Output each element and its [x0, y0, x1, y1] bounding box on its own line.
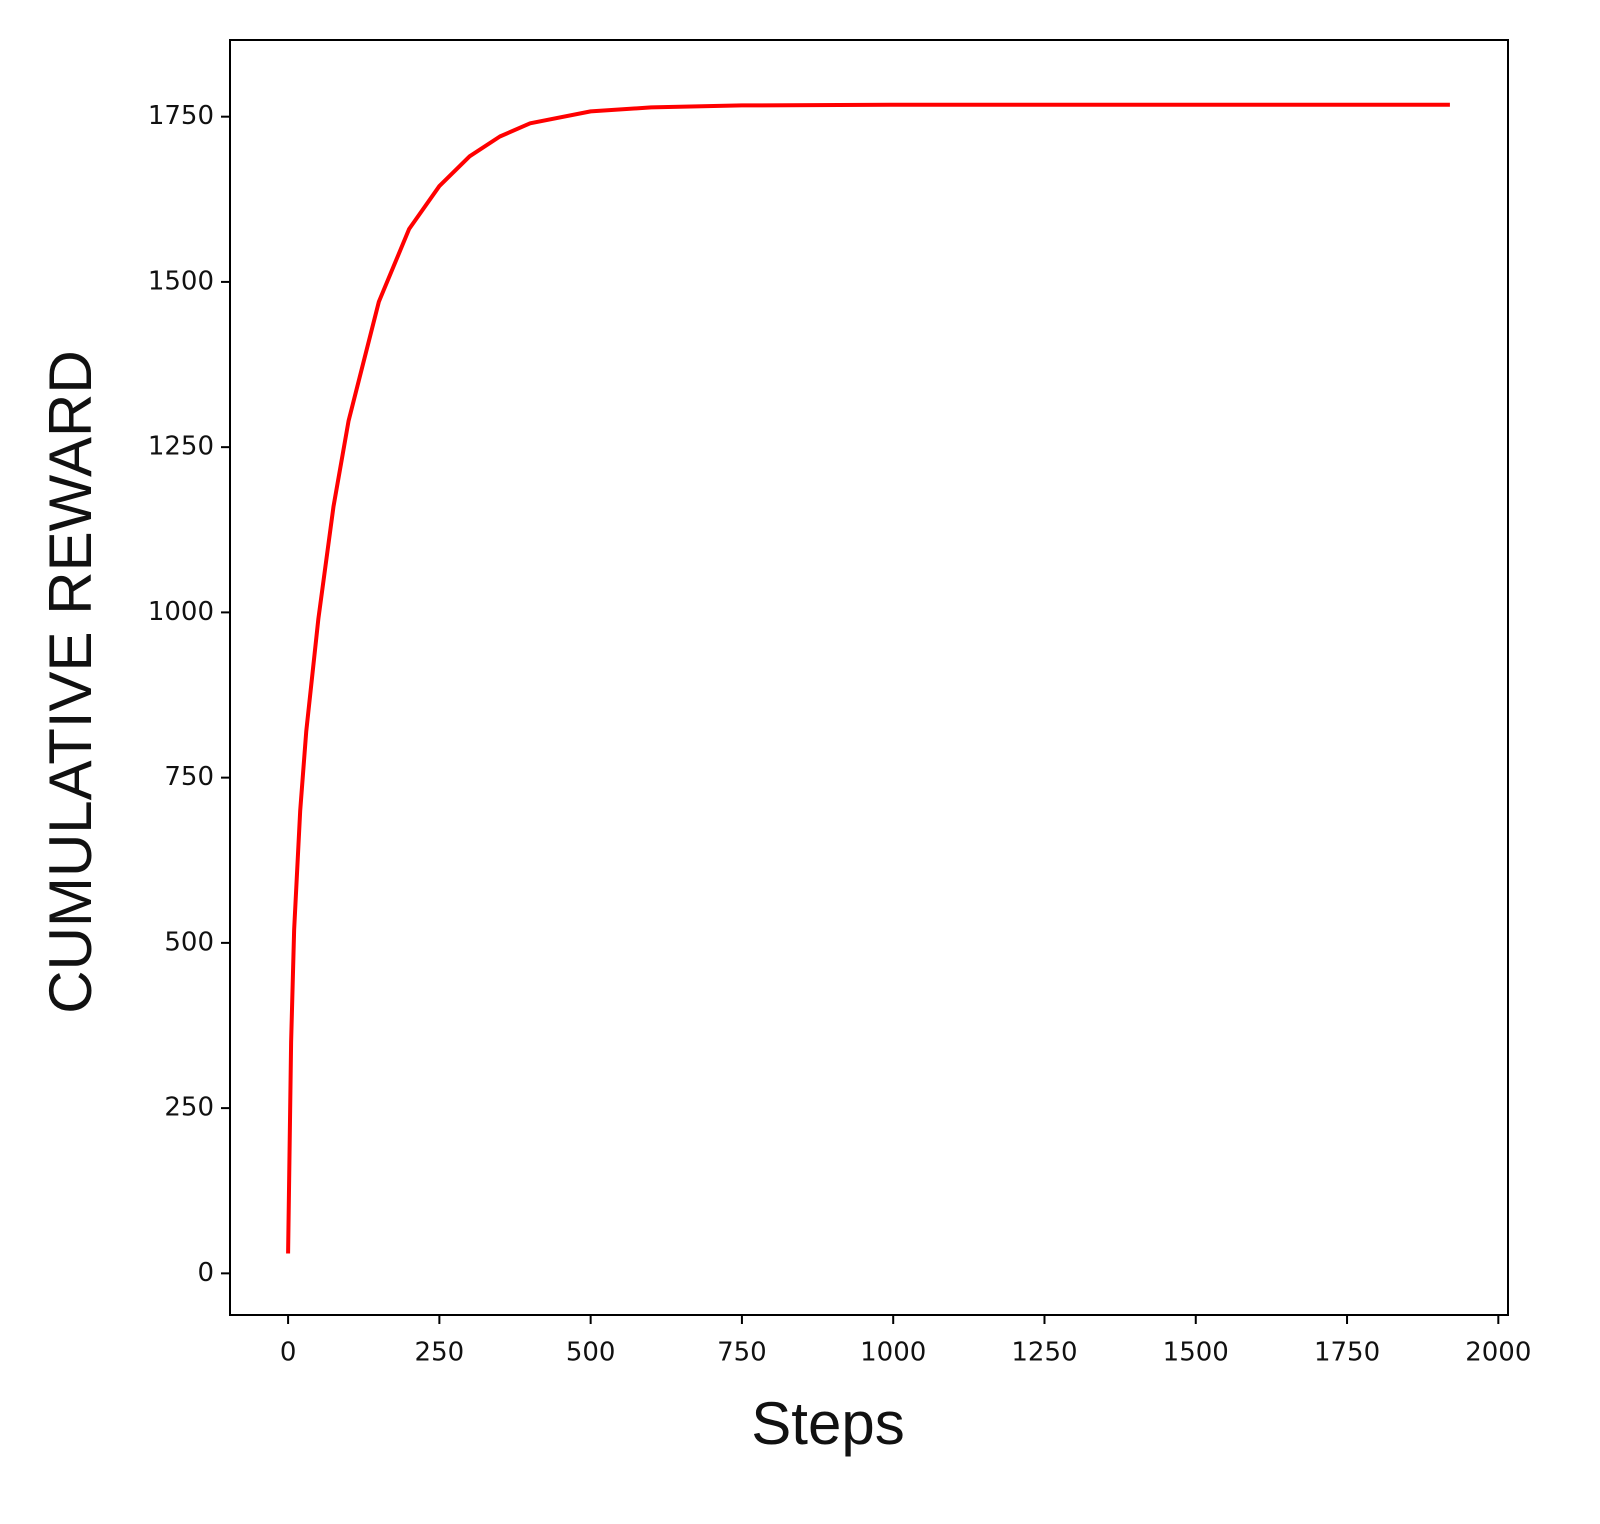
y-tick-label: 0 — [197, 1258, 214, 1288]
y-tick-label: 500 — [164, 927, 214, 957]
y-tick-label: 1750 — [148, 101, 214, 131]
y-axis-label: CUMULATIVE REWARD — [37, 350, 104, 1013]
x-tick-label: 2000 — [1465, 1338, 1531, 1368]
line-series — [286, 102, 1450, 1254]
y-tick-label: 250 — [164, 1093, 214, 1123]
x-axis-label: Steps — [751, 1390, 904, 1457]
x-tick-label: 1750 — [1314, 1338, 1380, 1368]
y-tick-label: 750 — [164, 762, 214, 792]
y-tick-label: 1000 — [148, 597, 214, 627]
x-tick-label: 1500 — [1163, 1338, 1229, 1368]
x-tick-label: 1000 — [860, 1338, 926, 1368]
x-tick-label: 1250 — [1011, 1338, 1077, 1368]
y-tick-label: 1500 — [148, 266, 214, 296]
x-tick-label: 500 — [566, 1338, 616, 1368]
x-tick-label: 250 — [415, 1338, 465, 1368]
y-tick-label: 1250 — [148, 432, 214, 462]
plot-frame — [229, 39, 1509, 1316]
x-tick-label: 0 — [280, 1338, 297, 1368]
x-tick-label: 750 — [717, 1338, 767, 1368]
